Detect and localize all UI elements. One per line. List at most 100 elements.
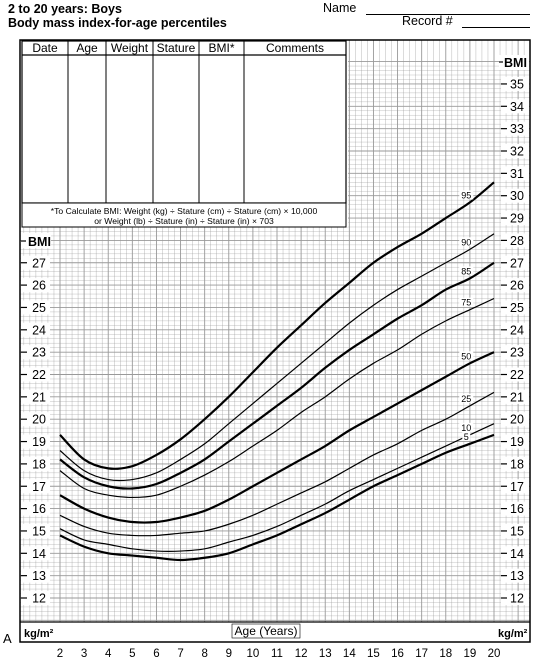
percentile-90-label: 90	[461, 237, 471, 247]
y-tick-background-right	[501, 99, 529, 114]
percentile-5-line	[59, 433, 495, 562]
y-tick-background-left	[21, 389, 50, 404]
y-tick-label-right: 33	[510, 122, 524, 136]
y-tick-label-left: 24	[32, 323, 46, 337]
y-tick-label-left: 20	[32, 413, 46, 427]
y-tick-label-left: 15	[32, 524, 46, 538]
name-field[interactable]	[366, 14, 530, 15]
percentile-curves: 95 90 85 75 50 25 105	[59, 181, 495, 562]
y-tick-background-left	[21, 501, 50, 516]
y-tick-background-left	[21, 546, 50, 561]
y-tick-label-left: 19	[32, 435, 46, 449]
percentile-label-background	[459, 351, 474, 361]
x-tick-label: 20	[488, 648, 501, 660]
y-tick-label-left: 26	[32, 279, 46, 293]
y-tick-label-right: 23	[510, 346, 524, 360]
y-tick-background-right	[501, 300, 529, 315]
y-tick-background-left	[21, 345, 50, 360]
x-tick-label: 16	[391, 648, 404, 660]
x-tick-label: 7	[177, 648, 183, 660]
xlabel-background	[231, 623, 301, 639]
formula-line-1: *To Calculate BMI: Weight (kg) ÷ Stature…	[51, 206, 318, 216]
x-tick-label: 15	[367, 648, 380, 660]
ylabel-right: BMI	[504, 56, 527, 70]
y-tick-background-left	[21, 434, 50, 449]
percentile-label-background	[459, 393, 474, 403]
x-tick-label: 13	[319, 648, 332, 660]
ylabel-left: BMI	[28, 235, 51, 249]
chart-subtitle: Body mass index-for-age percentiles	[8, 16, 227, 30]
x-tick-label: 12	[295, 648, 308, 660]
record-field[interactable]	[462, 27, 530, 28]
formula-line-2: or Weight (lb) ÷ Stature (in) ÷ Stature …	[94, 216, 274, 226]
x-tick-label: 14	[343, 648, 356, 660]
y-tick-background-left	[21, 255, 50, 270]
y-tick-background-right	[501, 144, 529, 158]
y-tick-background-right	[501, 568, 529, 583]
y-tick-label-right: 35	[510, 77, 524, 91]
y-tick-label-right: 24	[510, 323, 524, 337]
ylabel-left-background	[21, 233, 51, 248]
percentile-50-line	[59, 351, 495, 524]
bmi-formula-box: *To Calculate BMI: Weight (kg) ÷ Stature…	[21, 202, 347, 228]
y-tick-label-right: 32	[510, 145, 524, 159]
unit-right-background	[496, 625, 529, 641]
y-tick-label-left: 12	[32, 592, 46, 606]
percentile-5-label: 5	[464, 432, 469, 442]
y-tick-background-right	[501, 345, 529, 360]
x-tick-label: 11	[271, 648, 283, 660]
x-tick-label: 9	[226, 648, 232, 660]
y-tick-label-left: 25	[32, 301, 46, 315]
x-tick-label: 2	[57, 648, 63, 660]
y-tick-background-right	[501, 166, 529, 181]
y-tick-label-right: 28	[510, 234, 524, 248]
x-axis-label: Age (Years)	[235, 624, 298, 638]
y-tick-label-right: 20	[510, 413, 524, 427]
x-tick-label: 19	[463, 648, 476, 660]
y-tick-background-left	[21, 591, 50, 605]
y-tick-label-right: 16	[510, 502, 524, 516]
unit-label-right: kg/m²	[498, 628, 528, 640]
y-tick-background-right	[501, 322, 529, 337]
chart-title: 2 to 20 years: Boys	[8, 2, 122, 16]
percentile-label-background	[462, 431, 471, 441]
y-tick-background-right	[501, 546, 529, 561]
x-tick-label: 8	[201, 648, 207, 660]
y-tick-background-left	[21, 278, 50, 293]
y-tick-label-right: 15	[510, 524, 524, 538]
figure-letter: A	[3, 631, 12, 646]
y-tick-background-left	[21, 300, 50, 315]
y-tick-label-right: 25	[510, 301, 524, 315]
y-tick-background-right	[501, 188, 529, 203]
y-tick-background-right	[501, 523, 529, 538]
y-tick-label-right: 27	[510, 256, 524, 270]
percentile-10-label: 10	[461, 423, 471, 433]
formula-box	[21, 202, 347, 228]
percentile-25-line	[59, 391, 495, 537]
y-tick-label-left: 27	[32, 256, 46, 270]
percentile-75-label: 75	[461, 298, 471, 308]
y-tick-background-right	[501, 367, 529, 382]
percentile-95-line	[59, 181, 495, 470]
x-tick-label: 6	[153, 648, 159, 660]
percentile-90-line	[59, 233, 495, 482]
x-tick-label: 3	[81, 648, 87, 660]
name-label: Name	[323, 1, 357, 15]
y-tick-label-right: 12	[510, 592, 524, 606]
y-tick-label-right: 17	[510, 480, 524, 494]
percentile-75-line	[59, 297, 495, 499]
table-header-weight: Weight	[111, 41, 149, 55]
y-tick-label-left: 17	[32, 480, 46, 494]
y-tick-background-right	[501, 434, 529, 449]
y-tick-background-left	[21, 456, 50, 471]
y-tick-background-right	[501, 255, 529, 270]
y-tick-label-right: 29	[510, 212, 524, 226]
y-tick-background-right	[501, 456, 529, 471]
percentile-10-line	[59, 423, 495, 552]
percentile-95-label: 95	[461, 190, 471, 200]
percentile-label-background	[459, 297, 474, 307]
y-tick-background-right	[501, 233, 529, 248]
y-tick-background-right	[501, 76, 529, 91]
table-header-stature: Stature	[157, 41, 196, 55]
percentile-label-background	[459, 422, 474, 432]
